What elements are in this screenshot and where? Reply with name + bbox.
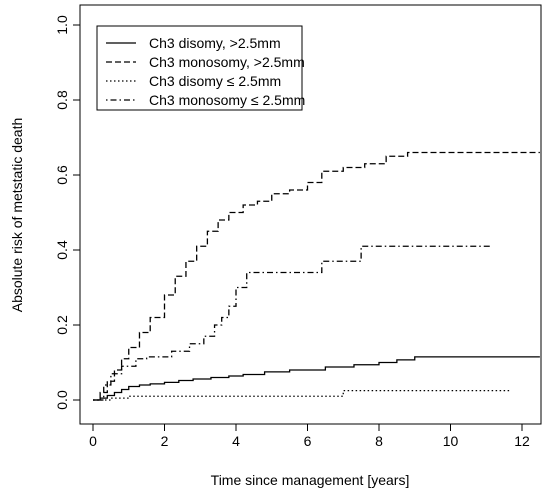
y-axis: 0.0 0.2 0.4 0.6 0.8 1.0 xyxy=(54,15,80,410)
y-tick-label: 0.6 xyxy=(54,165,70,185)
x-axis: 0 2 4 6 8 10 12 xyxy=(89,424,530,449)
x-tick-label: 2 xyxy=(161,433,169,449)
x-tick-label: 4 xyxy=(232,433,240,449)
series-line-4 xyxy=(93,245,490,401)
x-tick-label: 6 xyxy=(304,433,312,449)
x-tick-label: 12 xyxy=(514,433,530,449)
y-tick-label: 0.8 xyxy=(54,90,70,110)
legend-label-3: Ch3 disomy ≤ 2.5mm xyxy=(149,73,281,89)
plot-frame xyxy=(79,4,542,425)
x-tick-label: 8 xyxy=(375,433,383,449)
legend-label-1: Ch3 disomy, >2.5mm xyxy=(149,35,281,51)
legend-box xyxy=(96,25,303,111)
y-tick-label: 1.0 xyxy=(54,15,70,35)
x-axis-label: Time since management [years] xyxy=(211,472,410,488)
legend-label-2: Ch3 monosomy, >2.5mm xyxy=(149,54,305,70)
legend: Ch3 disomy, >2.5mm Ch3 monosomy, >2.5mm Ch… xyxy=(96,25,305,111)
y-tick-label: 0.0 xyxy=(54,390,70,410)
series-line-3 xyxy=(93,389,512,401)
plot-area xyxy=(79,4,542,425)
x-tick-label: 0 xyxy=(89,433,97,449)
y-tick-label: 0.4 xyxy=(54,240,70,260)
x-tick-label: 10 xyxy=(443,433,459,449)
legend-label-4: Ch3 monosomy ≤ 2.5mm xyxy=(149,92,305,108)
y-axis-label: Absolute risk of metstatic death xyxy=(9,118,25,313)
series-layer xyxy=(93,151,540,401)
series-line-2 xyxy=(93,151,540,401)
series-line-1 xyxy=(93,356,540,401)
y-tick-label: 0.2 xyxy=(54,315,70,335)
